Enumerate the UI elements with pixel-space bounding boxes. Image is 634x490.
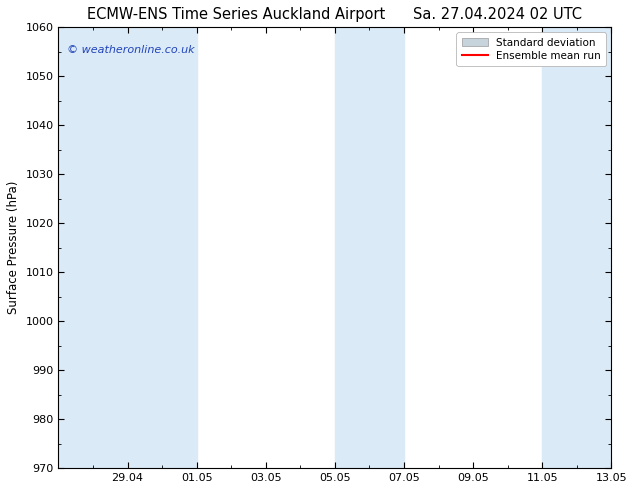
Bar [127, 27, 197, 468]
Bar [542, 27, 611, 468]
Title: ECMW-ENS Time Series Auckland Airport      Sa. 27.04.2024 02 UTC: ECMW-ENS Time Series Auckland Airport Sa… [87, 7, 583, 22]
Y-axis label: Surface Pressure (hPa): Surface Pressure (hPa) [7, 181, 20, 315]
Bar [335, 27, 404, 468]
Bar [58, 27, 127, 468]
Legend: Standard deviation, Ensemble mean run: Standard deviation, Ensemble mean run [456, 32, 606, 66]
Text: © weatheronline.co.uk: © weatheronline.co.uk [67, 45, 195, 55]
